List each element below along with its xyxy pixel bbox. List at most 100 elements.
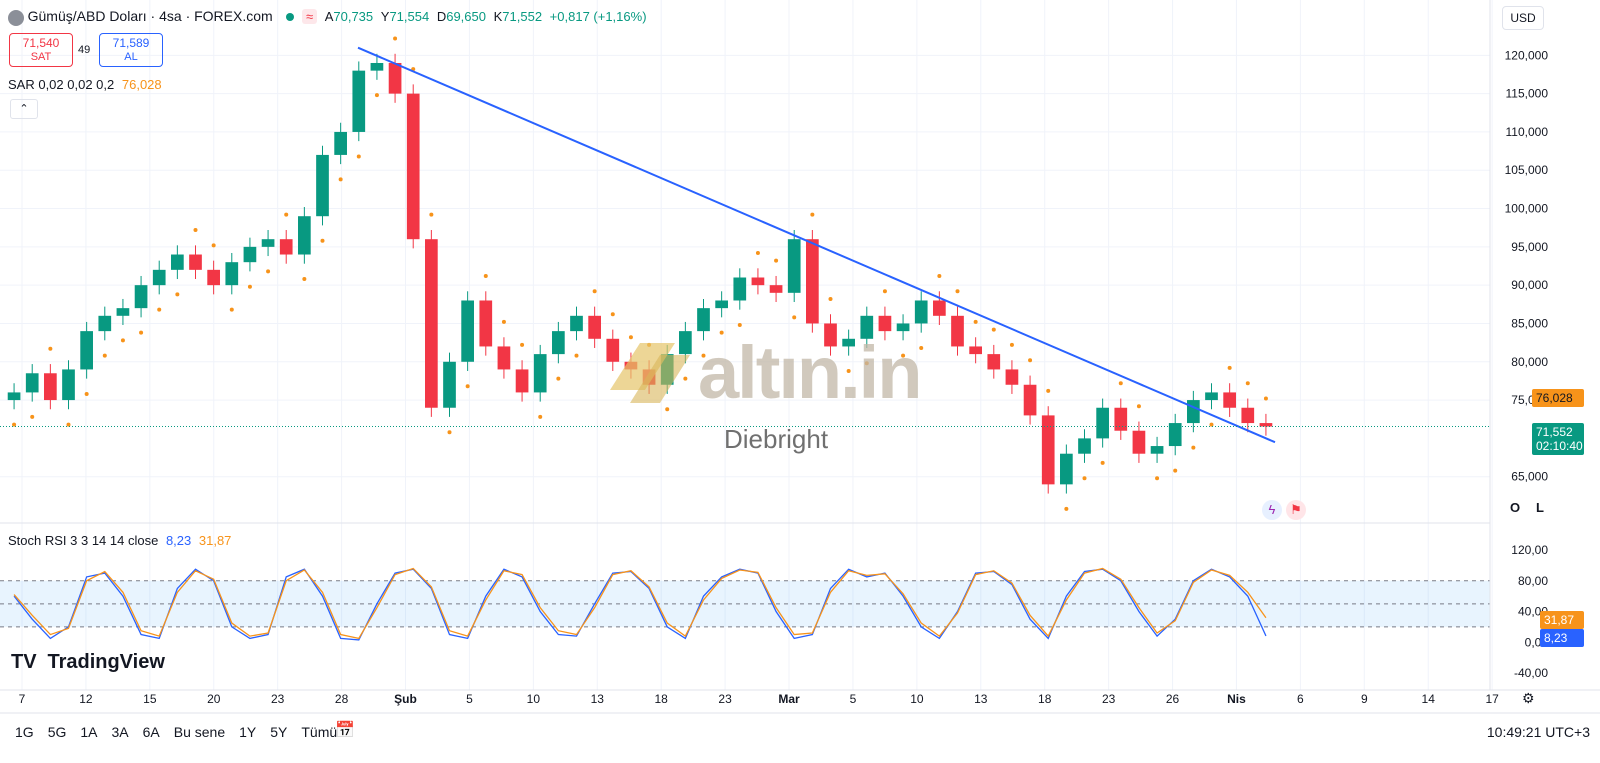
stoch-legend[interactable]: Stoch RSI 3 3 14 14 close 8,23 31,87 [8, 533, 232, 548]
candle-body [1241, 407, 1255, 424]
sar-dot [229, 307, 234, 312]
candle-body [715, 300, 728, 309]
time-tick-label: Mar [778, 692, 800, 706]
candle-body [80, 331, 93, 370]
candle-body [370, 62, 384, 71]
range-button-1[interactable]: 5G [47, 724, 67, 740]
price-axis: 120,000 115,000 110,000 105,000 100,000 95,00… [1505, 48, 1549, 483]
sar-dot [429, 212, 434, 217]
symbol-legend: Gümüş/ABD Doları · 4sa · FOREX.com ≈ A70… [8, 8, 647, 26]
range-bar: 1G 5G 1A 3A 6A Bu sene 1Y 5Y Tümü [15, 724, 351, 742]
sar-dot [447, 430, 452, 435]
time-tick-label: 5 [466, 692, 473, 706]
sar-dot [84, 391, 89, 396]
candle-body [243, 246, 257, 263]
range-button-2[interactable]: 1A [80, 724, 98, 740]
sar-dot [1263, 396, 1268, 401]
sar-dot [193, 228, 198, 232]
range-button-7[interactable]: 5Y [270, 724, 288, 740]
range-button-5[interactable]: Bu sene [173, 724, 226, 740]
candle-body [751, 277, 765, 286]
sar-dot [12, 422, 17, 427]
watermark: altın.in [600, 331, 970, 415]
collapse-legend-button[interactable]: ⌃ [10, 99, 38, 119]
buy-button[interactable]: 71,589 AL [99, 33, 163, 67]
range-button-0[interactable]: 1G [15, 724, 34, 740]
sar-dot [882, 289, 887, 294]
sar-legend[interactable]: SAR 0,02 0,02 0,2 76,028 [8, 77, 162, 92]
sar-dot [628, 335, 633, 340]
price-tick-label: 65,000 [1511, 470, 1548, 484]
flag-icon[interactable]: ⚑ [1286, 500, 1306, 520]
candle-body [1060, 453, 1073, 485]
sar-dot [1155, 476, 1160, 481]
sar-dot [919, 345, 924, 350]
sell-button[interactable]: 71,540 SAT [9, 33, 73, 67]
range-button-3[interactable]: 3A [111, 724, 129, 740]
sar-dot [393, 36, 398, 41]
candle-body [969, 346, 982, 355]
candle-body [388, 62, 402, 94]
stoch-tick-label: 120,00 [1511, 543, 1548, 557]
candle-body [824, 323, 837, 347]
delayed-icon: ≈ [301, 9, 318, 24]
range-button-8[interactable]: Tümü [301, 724, 338, 740]
tradingview-logo: TV TradingView [11, 651, 165, 673]
candle-body [1096, 407, 1109, 439]
candle-body [1114, 407, 1128, 431]
candle-body [787, 239, 801, 293]
calendar-icon[interactable]: 📅 [335, 722, 355, 739]
sar-dot [901, 353, 906, 358]
settings-icon[interactable]: ⚙ [1522, 690, 1535, 706]
time-tick-label: 20 [207, 692, 221, 706]
log-scale-l-button[interactable]: L [1536, 500, 1544, 515]
currency-selector[interactable]: USD [1502, 6, 1544, 30]
candle-body [152, 269, 166, 286]
candle-body [62, 369, 75, 401]
candle-body [679, 331, 692, 355]
lightning-icon[interactable]: ϟ [1262, 500, 1282, 520]
time-tick-label: 10 [910, 692, 924, 706]
sar-dot [846, 368, 851, 373]
sar-price-tag: 76,028 [1532, 389, 1584, 407]
range-button-6[interactable]: 1Y [239, 724, 257, 740]
sar-dot [955, 289, 960, 294]
time-axis: 7 12 15 20 23 28 Şub 5 10 13 18 23 Mar 5 10 13 18 23 26 Nis… [19, 692, 1499, 706]
symbol-title[interactable]: Gümüş/ABD Doları · 4sa · FOREX.com [27, 8, 273, 24]
candle-body [98, 315, 112, 332]
time-tick-label: 23 [718, 692, 732, 706]
trendline [357, 46, 1276, 444]
sar-dot [683, 376, 688, 381]
time-tick-label: 26 [1166, 692, 1180, 706]
candle-body [552, 331, 565, 355]
stoch-line-D [13, 567, 1267, 640]
time-tick-label: 13 [591, 692, 605, 706]
price-tick-label: 115,000 [1506, 87, 1549, 101]
price-tick-label: 80,000 [1511, 355, 1548, 369]
candle-body [806, 239, 819, 324]
range-button-4[interactable]: 6A [142, 724, 160, 740]
candle-body [425, 239, 438, 408]
sar-dot [302, 277, 307, 282]
candle-body [533, 354, 547, 393]
time-tick-label: 9 [1361, 692, 1368, 706]
candle-body [479, 300, 493, 347]
candle-body [860, 315, 874, 339]
sar-dot [247, 284, 252, 289]
candle-body [352, 70, 366, 132]
candle-body [606, 338, 620, 362]
candle-body [588, 315, 601, 339]
sar-dot [737, 323, 742, 327]
price-tick-label: 90,000 [1511, 278, 1548, 292]
candle-body [207, 269, 220, 286]
candle-body [406, 93, 420, 240]
candle-body [933, 300, 946, 316]
sar-dot [1209, 422, 1214, 427]
sar-dot [973, 319, 978, 324]
time-tick-label: 18 [1038, 692, 1052, 706]
sar-dot [102, 353, 107, 358]
sar-dot [610, 312, 615, 317]
clock-time: 10:49:21 UTC+3 [1486, 724, 1590, 740]
log-scale-o-button[interactable]: O [1510, 500, 1521, 515]
